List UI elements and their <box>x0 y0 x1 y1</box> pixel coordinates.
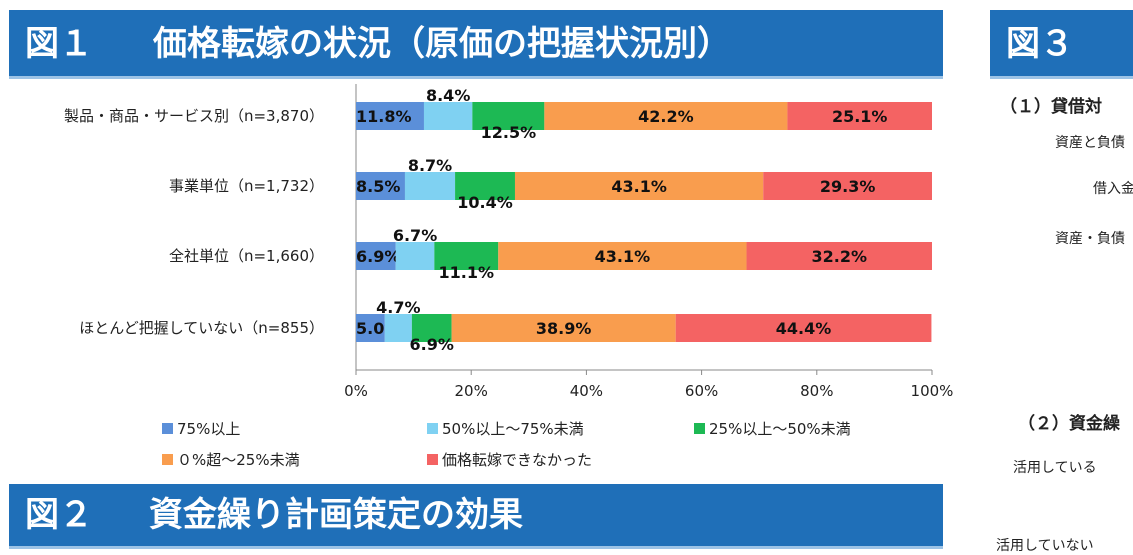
x-tick-label: 80% <box>800 382 833 400</box>
side-text-1: 資産と負債 <box>1055 135 1125 151</box>
bar-segment <box>451 314 676 342</box>
data-label: 4.7% <box>376 298 420 317</box>
data-label: 11.1% <box>439 263 495 282</box>
bar-segment <box>472 102 545 130</box>
data-label: 6.9% <box>410 335 454 354</box>
bar-segment <box>746 242 932 270</box>
legend-label: 25%以上～50%未満 <box>709 420 851 438</box>
data-label: 12.5% <box>481 123 537 142</box>
bar-segment <box>423 102 473 130</box>
side-text-5: 活用していない <box>996 538 1094 554</box>
x-tick-label: 100% <box>911 382 954 400</box>
side-heading-2: （２）資金繰 <box>1018 414 1120 434</box>
legend-label: 50%以上～75%未満 <box>442 420 584 438</box>
data-label: 8.4% <box>426 86 470 105</box>
data-label: 8.5% <box>356 177 400 196</box>
legend-label: 価格転嫁できなかった <box>442 451 593 469</box>
category-label: 製品・商品・サービス別（n=3,870） <box>64 107 324 125</box>
figure-2-number: 図２ <box>25 495 93 535</box>
x-tick-label: 20% <box>455 382 488 400</box>
side-text-3: 資産・負債 <box>1055 231 1125 247</box>
figure-2-title: 資金繰り計画策定の効果 <box>149 495 523 535</box>
data-label: 42.2% <box>638 107 694 126</box>
bar-segment <box>434 242 499 270</box>
bar-segment <box>356 102 424 130</box>
bar-segment <box>404 172 456 200</box>
legend-swatch <box>427 423 438 434</box>
data-label: 6.7% <box>393 226 437 245</box>
category-label: 事業単位（n=1,732） <box>169 177 324 195</box>
data-label: 32.2% <box>812 247 868 266</box>
figure-1-number: 図１ <box>25 24 93 64</box>
bar-segment <box>455 172 515 200</box>
legend-label: 75%以上 <box>177 420 241 438</box>
legend-swatch <box>162 454 173 465</box>
category-label: ほとんど把握していない（n=855） <box>79 319 324 337</box>
figure-1-title-banner: 図１ 価格転嫁の状況（原価の把握状況別） <box>9 10 943 79</box>
side-text-4: 活用している <box>1013 460 1097 476</box>
figure-2-title-banner: 図２ 資金繰り計画策定の効果 <box>9 484 943 549</box>
x-tick-label: 60% <box>685 382 718 400</box>
bar-segment <box>395 242 435 270</box>
side-heading-1: （１）貸借対 <box>1000 97 1102 117</box>
legend-swatch <box>694 423 705 434</box>
data-label: 43.1% <box>611 177 667 196</box>
legend-item-75-plus: 75%以上 <box>162 418 240 439</box>
bar-segment <box>411 314 452 342</box>
legend-item-50-75: 50%以上～75%未満 <box>427 418 584 439</box>
legend-swatch <box>162 423 173 434</box>
figure-1-title: 価格転嫁の状況（原価の把握状況別） <box>153 24 731 64</box>
data-label: 44.4% <box>776 319 832 338</box>
bar-segment <box>675 314 932 342</box>
data-label: 43.1% <box>595 247 651 266</box>
bar-segment <box>514 172 764 200</box>
bar-segment <box>356 314 385 342</box>
legend-item-not-passed: 価格転嫁できなかった <box>427 449 592 470</box>
legend-swatch <box>427 454 438 465</box>
bar-segment <box>356 242 396 270</box>
x-tick-label: 40% <box>570 382 603 400</box>
bar-segment <box>763 172 932 200</box>
bar-segment <box>787 102 932 130</box>
legend-item-25-50: 25%以上～50%未満 <box>694 418 851 439</box>
legend-label: ０%超～25%未満 <box>177 451 300 469</box>
data-label: 10.4% <box>457 193 513 212</box>
category-label: 全社単位（n=1,660） <box>169 247 324 265</box>
data-label: 25.1% <box>832 107 888 126</box>
data-label: 29.3% <box>820 177 876 196</box>
legend-item-0-25: ０%超～25%未満 <box>162 449 300 470</box>
data-label: 6.9% <box>356 247 400 266</box>
side-text-2: 借入金 <box>1093 181 1133 197</box>
data-label: 11.8% <box>356 107 412 126</box>
bar-segment <box>498 242 747 270</box>
bar-segment <box>356 172 405 200</box>
data-label: 8.7% <box>408 156 452 175</box>
figure-3-title-banner: 図３Ｉ <box>990 10 1133 79</box>
x-tick-label: 0% <box>344 382 368 400</box>
bar-segment <box>544 102 788 130</box>
data-label: 38.9% <box>536 319 592 338</box>
bar-segment <box>384 314 412 342</box>
figure-3-number: 図３ <box>1006 24 1074 64</box>
